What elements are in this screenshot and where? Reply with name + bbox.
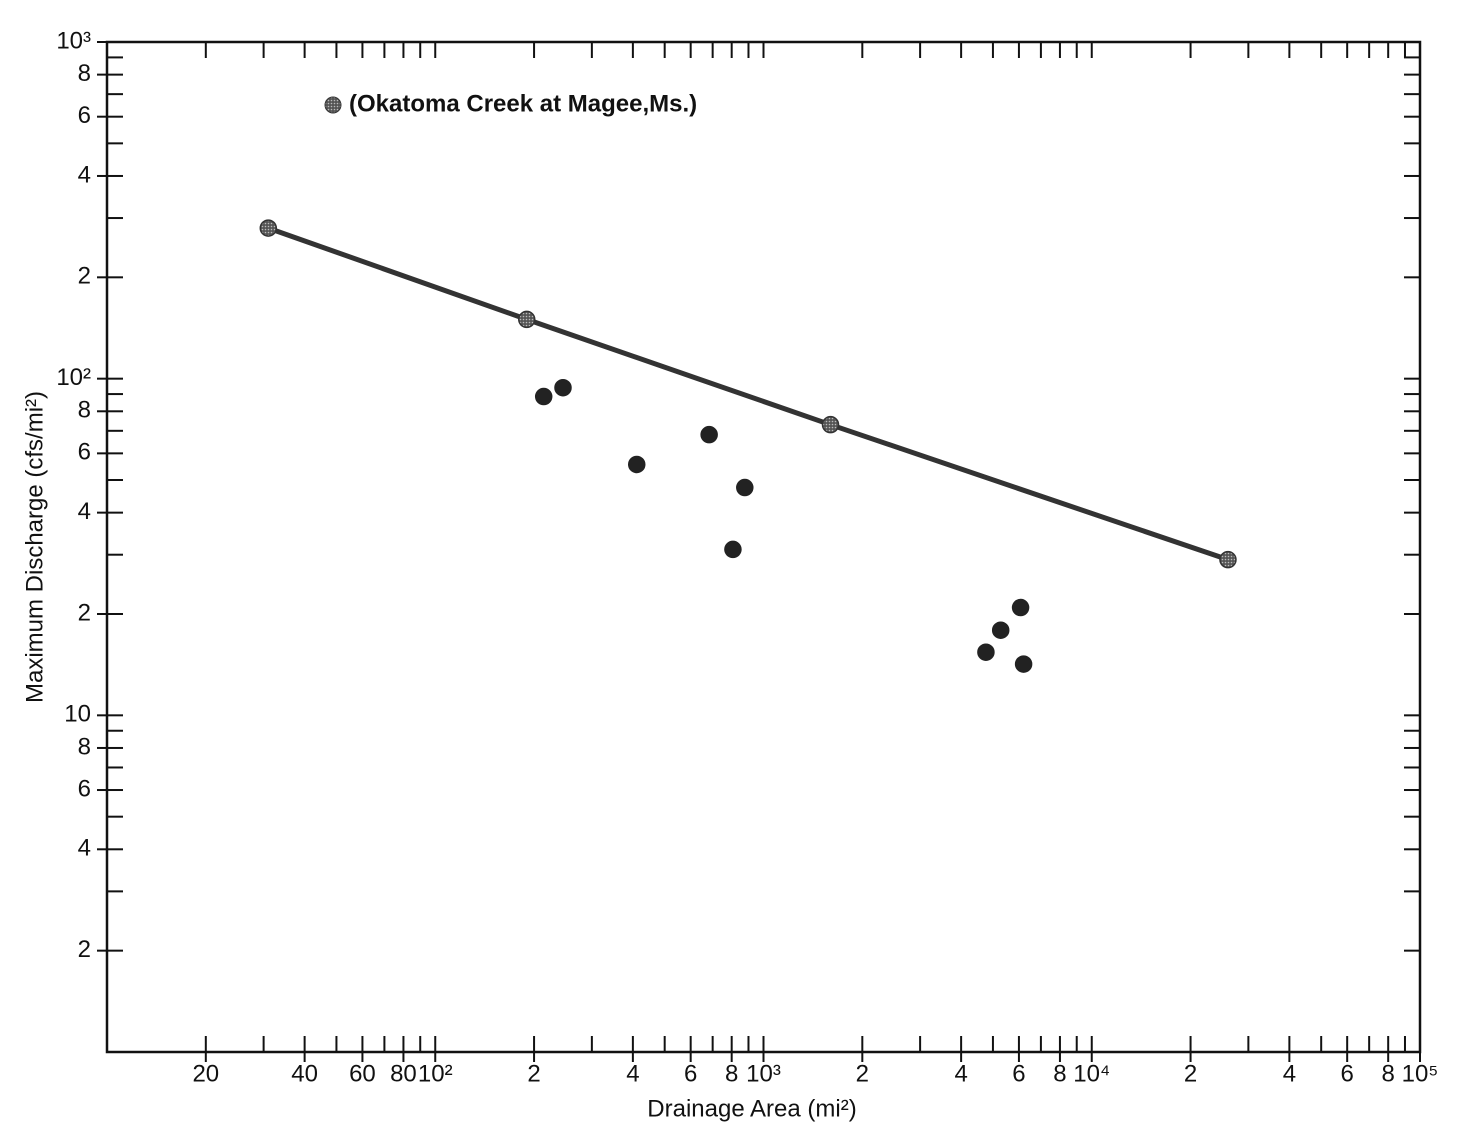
x-tick-label: 6 <box>1340 1060 1353 1087</box>
data-point <box>736 478 754 497</box>
data-point <box>518 310 536 329</box>
y-tick-label: 10² <box>56 364 91 391</box>
x-tick-label: 80 <box>390 1060 417 1087</box>
y-axis-label: Maximum Discharge (cfs/mi²) <box>21 391 48 703</box>
x-tick-label: 10² <box>418 1060 453 1087</box>
x-tick-label: 8 <box>1382 1060 1395 1087</box>
x-axis-label: Drainage Area (mi²) <box>647 1095 856 1122</box>
data-point <box>1219 550 1237 569</box>
y-tick-label: 8 <box>78 60 91 87</box>
x-tick-label: 2 <box>856 1060 869 1087</box>
x-tick-label: 8 <box>1053 1060 1066 1087</box>
plot-frame <box>105 40 1422 1054</box>
data-point <box>821 415 840 434</box>
x-tick-label: 4 <box>1283 1060 1296 1087</box>
data-point <box>1014 655 1033 673</box>
y-tick-label: 6 <box>78 775 91 802</box>
x-tick-label: 2 <box>527 1060 540 1087</box>
y-tick-label: 4 <box>78 498 91 525</box>
data-point <box>534 387 553 406</box>
data-point <box>259 219 278 237</box>
x-tick-label: 20 <box>192 1060 219 1087</box>
legend-marker <box>324 96 342 114</box>
y-tick-label: 10 <box>64 701 91 728</box>
data-point <box>1011 598 1030 617</box>
y-tick-label: 8 <box>78 733 91 760</box>
x-tick-label: 10³ <box>746 1060 781 1087</box>
y-tick-label: 8 <box>78 397 91 424</box>
x-tick-label: 40 <box>291 1060 318 1087</box>
data-point <box>627 455 646 474</box>
data-point <box>554 378 572 397</box>
data-point <box>700 425 718 444</box>
trend-line <box>267 225 1229 563</box>
y-tick-label: 10³ <box>56 27 91 54</box>
data-point <box>991 621 1010 639</box>
x-tick-label: 6 <box>1012 1060 1025 1087</box>
data-point <box>724 540 742 559</box>
x-tick-label: 4 <box>954 1060 967 1087</box>
y-tick-label: 2 <box>78 263 91 290</box>
x-tick-label: 6 <box>684 1060 697 1087</box>
y-tick-label: 4 <box>78 161 91 188</box>
legend-label: (Okatoma Creek at Magee,Ms.) <box>349 90 697 117</box>
y-tick-label: 6 <box>78 102 91 129</box>
x-tick-label: 60 <box>349 1060 376 1087</box>
data-point <box>977 643 995 661</box>
y-tick-label: 2 <box>78 599 91 626</box>
y-tick-label: 4 <box>78 835 91 862</box>
y-tick-label: 2 <box>78 936 91 963</box>
x-tick-label: 10⁴ <box>1073 1060 1110 1087</box>
x-tick-label: 8 <box>725 1060 738 1087</box>
x-tick-label: 4 <box>626 1060 639 1087</box>
x-tick-label: 10⁵ <box>1402 1060 1439 1087</box>
x-tick-label: 2 <box>1184 1060 1197 1087</box>
y-tick-label: 6 <box>78 439 91 466</box>
